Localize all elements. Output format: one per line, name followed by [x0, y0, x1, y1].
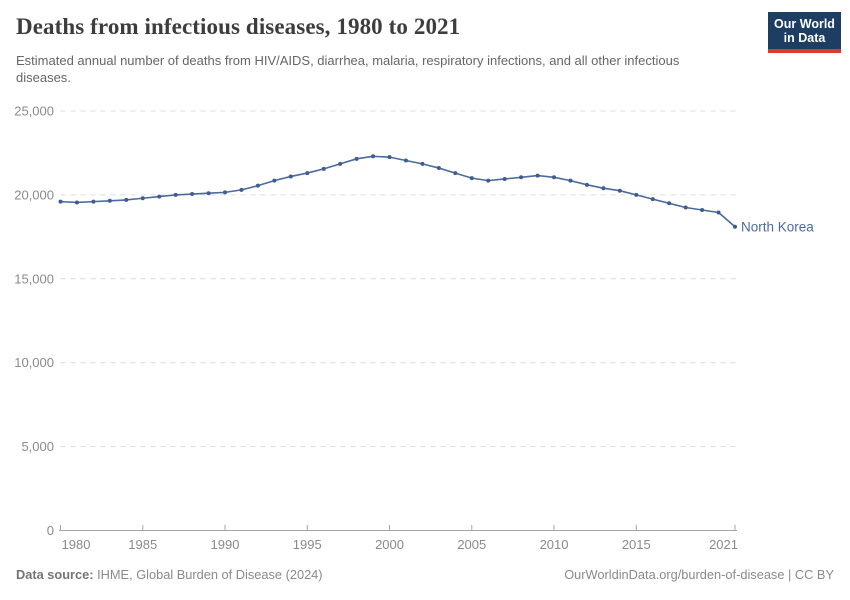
data-point [140, 196, 145, 201]
chart-subtitle: Estimated annual number of deaths from H… [16, 53, 680, 85]
x-axis-tick-label: 2021 [709, 537, 738, 552]
data-point [502, 176, 507, 181]
data-point [650, 197, 655, 202]
data-point [107, 198, 112, 203]
data-point [190, 192, 195, 197]
owid-logo: Our World in Data [768, 12, 841, 53]
data-point [716, 210, 721, 215]
data-point [206, 191, 211, 196]
data-point [354, 156, 359, 161]
chart-footer: Data source: IHME, Global Burden of Dise… [16, 567, 834, 582]
x-axis-tick-label: 1985 [128, 537, 157, 552]
data-point [371, 154, 376, 159]
data-point [157, 194, 162, 199]
data-point [255, 183, 260, 188]
data-point [667, 201, 672, 206]
data-point [617, 188, 622, 193]
data-point [436, 166, 441, 171]
data-point [288, 174, 293, 179]
y-axis-tick-label: 0 [47, 523, 54, 538]
series-label: North Korea [741, 219, 814, 234]
data-point [486, 178, 491, 183]
data-point [700, 208, 705, 213]
data-point [305, 171, 310, 176]
data-point [519, 175, 524, 180]
data-point [338, 161, 343, 166]
data-line [60, 155, 736, 228]
y-axis-tick-label: 25,000 [14, 104, 54, 119]
owid-credit: OurWorldinData.org/burden-of-disease | C… [564, 567, 834, 582]
page-title: Deaths from infectious diseases, 1980 to… [16, 14, 461, 39]
data-point [733, 224, 737, 229]
data-source: Data source: IHME, Global Burden of Dise… [16, 567, 323, 582]
data-point [223, 190, 228, 195]
data-point [173, 192, 178, 197]
data-point [387, 155, 392, 160]
data-source-label: Data source: [16, 567, 94, 582]
y-axis-tick-label: 5,000 [21, 439, 54, 454]
data-point [683, 205, 688, 210]
owid-logo-line1: Our World [774, 16, 835, 31]
data-point [601, 186, 606, 191]
data-point [124, 197, 129, 202]
data-source-value: IHME, Global Burden of Disease (2024) [93, 567, 323, 582]
data-point [469, 176, 474, 181]
data-point [403, 158, 408, 163]
data-point [584, 182, 589, 187]
y-axis-tick-label: 10,000 [14, 355, 54, 370]
data-point [552, 175, 557, 180]
data-point [535, 173, 540, 178]
data-point [634, 192, 639, 197]
data-point [453, 171, 458, 176]
x-axis-tick-label: 2005 [457, 537, 486, 552]
data-point [568, 178, 573, 183]
x-axis-tick-label: 1990 [211, 537, 240, 552]
x-axis-tick-label: 1995 [293, 537, 322, 552]
data-point [239, 187, 244, 192]
data-point [74, 200, 79, 205]
line-chart: 0 5,000 10,000 15,000 20,000 25,000 1980 1985 19… [14, 104, 814, 553]
data-point [272, 178, 277, 183]
x-axis-tick-label: 1980 [62, 537, 91, 552]
x-axis-tick-label: 2010 [540, 537, 569, 552]
x-axis-tick-label: 2015 [622, 537, 651, 552]
data-point [91, 199, 96, 204]
data-point [58, 199, 63, 204]
y-axis-tick-label: 15,000 [14, 271, 54, 286]
y-axis-tick-label: 20,000 [14, 187, 54, 202]
owid-logo-line2: in Data [783, 30, 826, 45]
data-point [420, 161, 425, 166]
data-point [321, 166, 326, 171]
x-axis-tick-label: 2000 [375, 537, 404, 552]
